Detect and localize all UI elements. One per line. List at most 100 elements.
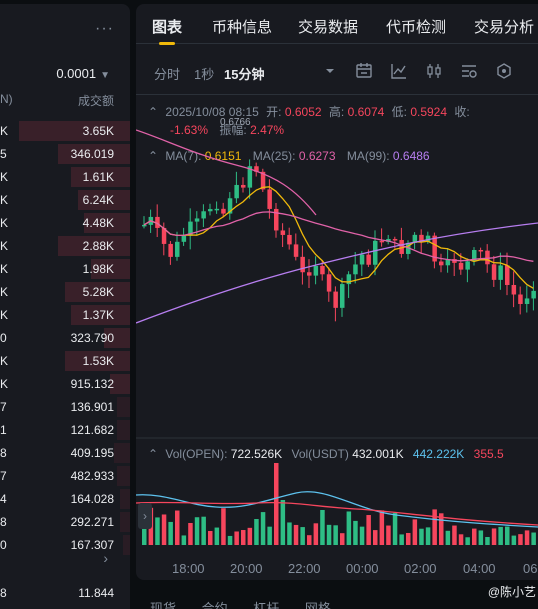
line-chart-icon[interactable]	[390, 62, 408, 80]
order-book-row[interactable]: K 1.61K	[0, 166, 130, 188]
chevron-right-icon[interactable]: ›	[103, 550, 108, 566]
order-book-row[interactable]: K 915.132	[0, 373, 130, 395]
volume-bar	[254, 519, 259, 545]
tab-trade-analysis[interactable]: 交易分析	[474, 19, 535, 36]
order-book-row[interactable]: K 2.88K	[0, 235, 130, 257]
volume-bar	[399, 534, 404, 545]
depth-bar	[110, 374, 130, 394]
candle-body	[432, 235, 437, 262]
tab-futures[interactable]: 合约	[201, 601, 228, 609]
candlestick-chart[interactable]	[136, 95, 538, 580]
order-book-row[interactable]: K 4.48K	[0, 212, 130, 234]
order-book-row[interactable]: 8 292.271	[0, 511, 130, 533]
order-book-row[interactable]: K 1.53K	[0, 350, 130, 372]
order-book-row[interactable]: 7 136.901	[0, 396, 130, 418]
volume-bar	[366, 515, 371, 545]
volume-bar	[511, 535, 517, 545]
volume-bar	[346, 511, 352, 545]
ma25-value: 0.6273	[298, 149, 336, 163]
candle-body	[366, 254, 371, 265]
order-book-row[interactable]: 4 164.028	[0, 488, 130, 510]
row-right: 2.88K	[82, 239, 114, 253]
hexagon-icon[interactable]	[495, 62, 513, 80]
chart-area[interactable]: ⌃ 2025/10/08 08:15 开: 0.6052 高: 0.6074 低…	[136, 94, 538, 580]
order-book-bottom-row[interactable]: 8 11.844	[0, 586, 130, 606]
depth-bar	[117, 466, 130, 486]
depth-bar	[78, 190, 130, 210]
volume-bar	[260, 512, 266, 545]
volume-bar	[280, 500, 286, 545]
max-price-marker: 0.6766	[220, 117, 251, 128]
amplitude-value: 2.47%	[250, 123, 285, 137]
candle-body	[194, 218, 200, 222]
order-book-row[interactable]: K 6.24K	[0, 189, 130, 211]
candle-body	[168, 243, 173, 257]
order-book-row[interactable]: K 1.98K	[0, 258, 130, 280]
tab-token-check[interactable]: 代币检测	[386, 19, 447, 36]
volume-bar	[485, 537, 490, 545]
tab-token-info[interactable]: 币种信息	[212, 19, 273, 36]
depth-bar	[84, 213, 130, 233]
low-label: 低:	[391, 105, 407, 119]
tab-chart[interactable]: 图表	[152, 19, 183, 36]
depth-bar	[123, 535, 130, 555]
tab-spot[interactable]: 现货	[150, 601, 177, 609]
x-tick: 22:00	[288, 561, 321, 576]
volume-bar	[478, 530, 484, 545]
calendar-icon[interactable]	[355, 62, 373, 80]
row-left: 8	[0, 586, 7, 600]
candle-body	[280, 230, 286, 235]
precision-selector[interactable]: 0.0001 ▼	[56, 66, 110, 81]
candle-body	[247, 166, 253, 188]
volume-bar	[491, 528, 497, 545]
interval-1s[interactable]: 1秒	[194, 67, 215, 82]
tab-margin[interactable]: 杠杆	[253, 601, 280, 609]
volume-bar	[234, 531, 239, 545]
order-book-row[interactable]: K 3.65K	[0, 120, 130, 142]
vol-ma2-value: 355.5	[473, 447, 504, 461]
row-right: 167.307	[70, 538, 114, 552]
candle-body	[340, 284, 345, 308]
order-book-row[interactable]: 8 409.195	[0, 442, 130, 464]
collapse-icon[interactable]: ⌃	[148, 149, 159, 163]
order-book-row[interactable]: K 5.28K	[0, 281, 130, 303]
settings-list-icon[interactable]	[460, 62, 478, 80]
precision-value: 0.0001	[56, 66, 97, 81]
candle-body	[234, 184, 239, 199]
volume-bar	[142, 523, 147, 545]
candle-icon[interactable]	[425, 62, 443, 80]
ma25-line	[143, 211, 534, 262]
order-book-row[interactable]: K 1.37K	[0, 304, 130, 326]
tab-grid[interactable]: 网格	[304, 601, 331, 609]
candle-body	[221, 208, 226, 214]
collapse-icon[interactable]: ⌃	[148, 105, 159, 119]
candle-body	[241, 184, 246, 188]
volume-bar	[373, 530, 378, 545]
row-left: 5	[0, 147, 7, 161]
interval-15m[interactable]: 15分钟	[224, 67, 265, 82]
scroll-left-button[interactable]: ›	[138, 503, 152, 529]
volume-bar	[406, 532, 411, 545]
order-book-row[interactable]: 5 346.019	[0, 143, 130, 165]
vol-usdt-value: 432.001K	[352, 447, 404, 461]
interval-timeline[interactable]: 分时	[154, 67, 181, 82]
candle-body	[188, 221, 193, 236]
candle-body	[505, 265, 510, 285]
volume-bar	[208, 530, 213, 545]
volume-bar	[498, 526, 503, 545]
order-book-row[interactable]: 7 482.933	[0, 465, 130, 487]
row-right: 4.48K	[82, 216, 114, 230]
more-options-button[interactable]: ···	[95, 20, 114, 37]
row-left: K	[0, 239, 9, 253]
candle-body	[472, 249, 477, 262]
row-right: 1.98K	[82, 262, 114, 276]
candle-body	[260, 171, 266, 190]
chevron-down-icon[interactable]	[321, 62, 339, 80]
tab-trade-data[interactable]: 交易数据	[298, 19, 359, 36]
order-book-row[interactable]: 1 121.682	[0, 419, 130, 441]
order-book-row[interactable]: 0 323.790	[0, 327, 130, 349]
candle-body	[478, 249, 484, 252]
collapse-icon[interactable]: ⌃	[148, 447, 159, 461]
order-book-row[interactable]: 0 167.307	[0, 534, 130, 556]
candle-body	[419, 234, 424, 242]
